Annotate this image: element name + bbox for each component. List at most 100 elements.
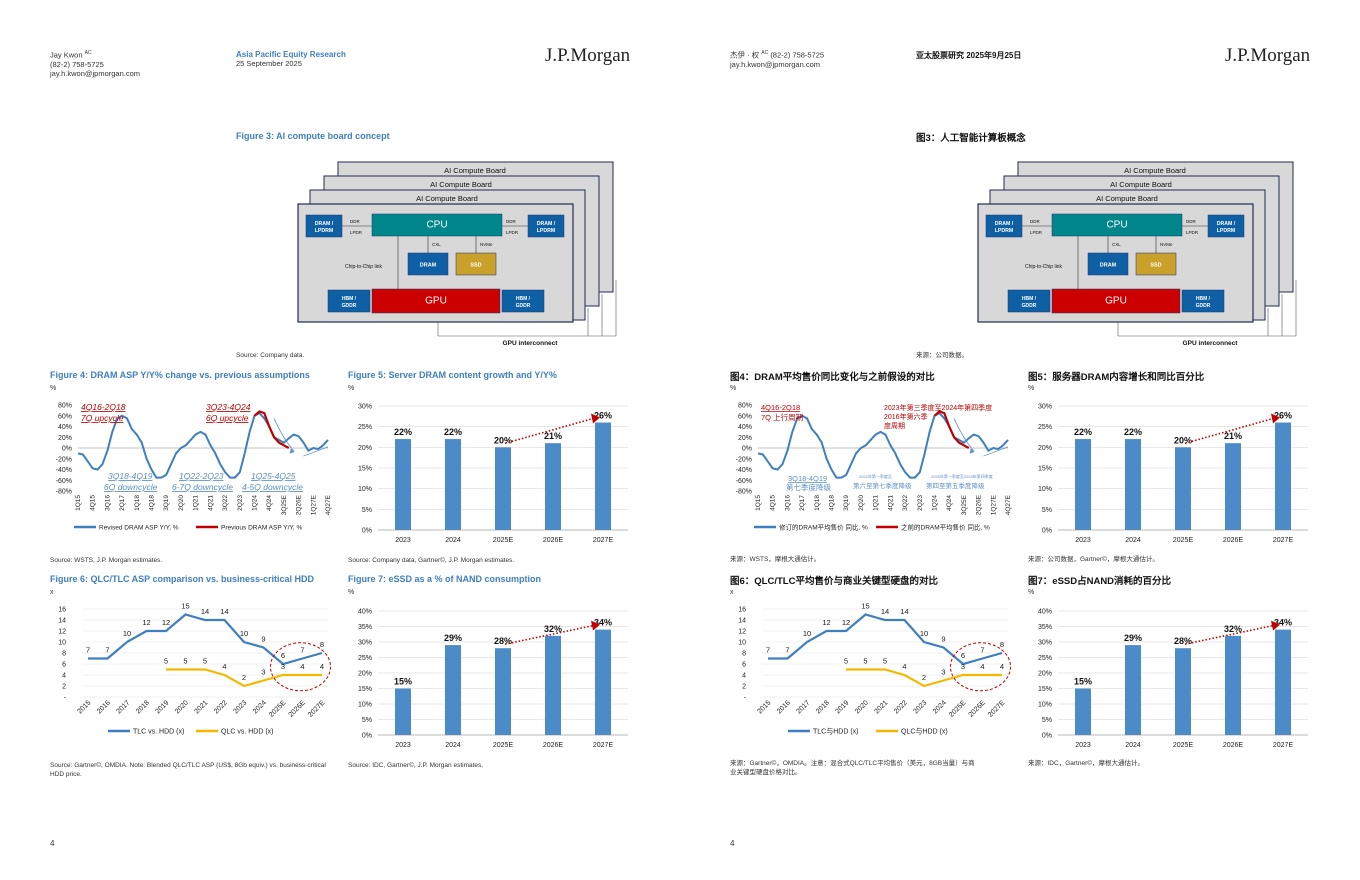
fig6-source: Source: Gartner©, OMDIA. Note: Blended Q… [50, 762, 326, 779]
fig6-ytick-label: 2 [62, 684, 66, 691]
fig5-data-label: 21% [544, 431, 562, 441]
fig4-xtick-label: 3Q25E [281, 494, 288, 515]
fig4-xtick-label: 2Q23 [237, 495, 244, 511]
fig6-data-label: 4 [222, 662, 226, 671]
fig6-xtick-label: 2018 [135, 699, 151, 715]
fig7-xtick-label: 2023 [395, 742, 411, 749]
fig6-data-label: 14 [201, 607, 209, 616]
fig6-highlight-ellipse [270, 642, 331, 692]
fig6-cn-ytick-label: 14 [738, 618, 746, 625]
fig4-xtick-label: 1Q21 [193, 495, 200, 511]
fig4-cn-series-line-2 [933, 410, 970, 449]
fig5-ytick-label: 30% [358, 404, 372, 411]
fig5-cn-data-label: 22% [1074, 427, 1092, 437]
fig5-trend-line [504, 417, 594, 445]
fig4-series-line-2 [253, 410, 290, 449]
fig7-cn-xtick-label: 2025E [1173, 742, 1194, 749]
fig6-ytick-label: 6 [62, 662, 66, 669]
author-phone-cn: (82-2) 758-5725 [770, 50, 825, 60]
author-sup-cn: AC [761, 50, 769, 56]
hbm-right-box [1181, 289, 1225, 313]
gpu-box [1051, 288, 1181, 314]
fig6-cn-xtick-label: 2017 [795, 699, 811, 715]
ssd-label-1: SSD [470, 263, 481, 269]
fig5-cn-xtick-label: 2025E [1173, 537, 1194, 544]
fig6-cn-data-label: 4 [980, 662, 984, 671]
fig6-cn-ytick-label: 8 [742, 651, 746, 658]
fig4-cn-xtick-label: 1Q24 [931, 495, 938, 511]
fig6-cn-xtick-label: 2015 [756, 699, 772, 715]
fig5-cn-data-label: 22% [1124, 427, 1142, 437]
ssd-label-1: SSD [1150, 263, 1161, 269]
fig6-ytick-label: 16 [58, 607, 66, 614]
fig4-source: Source: WSTS, J.P. Morgan estimates. [50, 557, 163, 564]
fig5-unit: % [348, 385, 355, 392]
fig7-ytick-label: 40% [358, 609, 372, 616]
fig6-cn-data-label: 12 [822, 618, 830, 627]
fig7-data-label: 32% [544, 624, 562, 634]
fig4-cn-annotation: 7Q 上行周期 [761, 412, 803, 422]
fig4-cn-xtick-label: 2Q17 [799, 495, 806, 511]
gpu-label-1: GPU [1105, 296, 1127, 307]
jpmorgan-logo-cn: J.P.Morgan [1225, 45, 1311, 66]
fig4-ytick-label: -40% [56, 467, 72, 474]
fig4-cn-xtick-label: 4Q24 [946, 495, 953, 511]
fig4-legend-label-2: Previous DRAM ASP Y/Y, % [221, 525, 303, 532]
fig7-source-cn: 来源：IDC，Gartner©，摩根大通估计。 [1028, 760, 1145, 767]
fig6-cn-ytick-label: 4 [742, 673, 746, 680]
fig6-series-line-1 [88, 613, 323, 666]
nvme-label: NVMe [1160, 242, 1173, 247]
fig4-cn-annotation: 第六至第七季度降级 [853, 481, 912, 490]
fig4-cn-annotation: 2022年第一季度至 [859, 473, 892, 479]
fig6-cn-data-label: 7 [785, 646, 789, 655]
fig6-cn-xtick-label: 2025E [948, 699, 967, 718]
author-email[interactable]: jay.h.kwon@jpmorgan.com [50, 68, 141, 78]
fig4-cn-annotation: 3Q18-4Q19 [788, 474, 827, 483]
fig5-cn-trend-arrowhead [1271, 413, 1280, 424]
hbm-left-label-2: GDDR [342, 303, 357, 309]
fig6-title-cn: 图6：QLC/TLC平均售价与商业关键型硬盘的对比 [730, 576, 938, 587]
fig7-ytick-label: 0% [362, 733, 372, 740]
hbm-left-label-1: HBM / [342, 296, 357, 302]
hbm-left-box [1007, 289, 1051, 313]
fig5-bar [445, 439, 461, 530]
fig3-source: Source: Company data. [236, 352, 305, 359]
fig4-source-cn: 来源：WSTS，摩根大通估计。 [730, 556, 821, 563]
fig6-data-label: 5 [164, 657, 168, 666]
fig6-cn-ytick-label: 16 [738, 607, 746, 614]
fig4-cn-xtick-label: 4Q15 [770, 495, 777, 511]
fig6-data-label: 3 [281, 662, 285, 671]
fig6-xtick-label: 2023 [232, 699, 248, 715]
author-email-cn[interactable]: jay.h.kwon@jpmorgan.com [730, 59, 821, 69]
fig6-cn-highlight-ellipse [950, 642, 1011, 692]
fig6-chart-cn: 16 14 12 10 8 6 4 2 - 7 7 10 12 12 15 14 14 10 9 6 7 8 5 5 5 4 2 3 3… [738, 602, 1011, 736]
fig4-xtick-label: 1Q18 [134, 495, 141, 511]
fig4-annotation: 4Q16-2Q18 [81, 402, 126, 412]
fig6-cn-ytick-label: - [744, 695, 747, 702]
fig4-cn-ytick-label: -60% [736, 478, 752, 485]
fig5-trend-arrowhead [591, 413, 600, 424]
fig6-cn-data-label: 2 [922, 673, 926, 682]
fig5-cn-ytick-label: 25% [1038, 424, 1052, 431]
fig7-unit: % [348, 589, 355, 596]
author-name: Jay Kwon [50, 50, 83, 60]
fig4-cn-ytick-label: 80% [738, 403, 752, 410]
fig6-xtick-label: 2015 [76, 699, 92, 715]
fig3-source-cn: 来源：公司数据。 [916, 352, 968, 359]
fig4-cn-annotation: 第七季度降级 [786, 482, 831, 492]
fig4-cn-xtick-label: 2Q23 [917, 495, 924, 511]
fig6-ytick-label: 12 [58, 629, 66, 636]
fig5-chart-cn: 0% 5% 10% 15% 20% 25% 30% 22% 2023 22% 2024 20% 2025… [1038, 404, 1308, 544]
fig6-data-label: 2 [242, 673, 246, 682]
fig7-cn-data-label: 32% [1224, 624, 1242, 634]
fig4-cn-xtick-label: 4Q18 [829, 495, 836, 511]
fig6-cn-data-label: 4 [1000, 662, 1004, 671]
fig7-ytick-label: 5% [362, 717, 372, 724]
fig6-cn-data-label: 5 [883, 657, 887, 666]
fig6-cn-xtick-label: 2024 [932, 699, 948, 715]
fig4-cn-ytick-label: 0% [742, 446, 752, 453]
fig6-data-label: 4 [300, 662, 304, 671]
fig6-xtick-label: 2016 [96, 699, 112, 715]
fig6-cn-ytick-label: 12 [738, 629, 746, 636]
fig4-annotation: 7Q upcycle [81, 413, 124, 423]
